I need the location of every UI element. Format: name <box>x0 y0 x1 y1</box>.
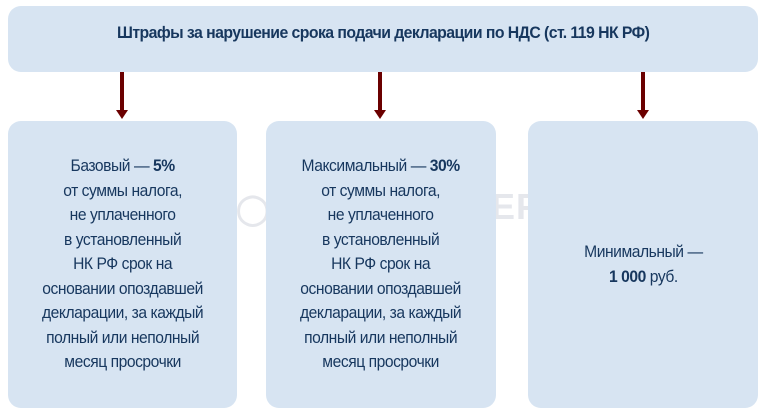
diagram-title: Штрафы за нарушение срока подачи деклара… <box>116 23 650 42</box>
card-value: 5% <box>152 156 175 176</box>
card-description: от суммы налога, не уплаченного в устано… <box>41 180 204 372</box>
arrow-down-icon <box>116 72 128 119</box>
card-min-fine: Минимальный — 1 000 руб. <box>528 121 758 408</box>
card-basic-fine: Базовый — 5% от суммы налога, не уплачен… <box>8 121 237 408</box>
arrow-down-icon <box>637 72 649 119</box>
card-value: 30% <box>430 156 461 176</box>
card-label: Минимальный — <box>583 242 703 261</box>
card-label: Базовый — <box>70 156 153 176</box>
card-label: Максимальный — <box>301 156 431 176</box>
arrow-down-icon <box>374 72 386 119</box>
card-description: руб. <box>645 266 678 286</box>
card-max-fine: Максимальный — 30% от суммы налога, не у… <box>266 121 496 408</box>
card-description: от суммы налога, не уплаченного в устано… <box>300 180 462 372</box>
header-box: Штрафы за нарушение срока подачи деклара… <box>8 6 758 72</box>
card-value: 1 000 <box>608 266 646 286</box>
